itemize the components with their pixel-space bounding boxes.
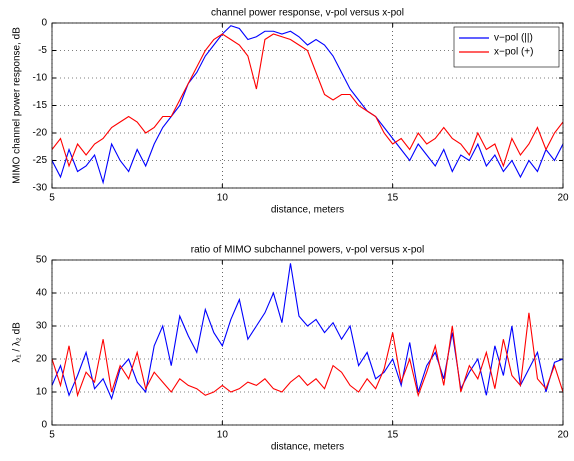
legend-label: v−pol (||) <box>494 33 533 44</box>
data-line <box>52 25 563 185</box>
y-tick-label: 0 <box>41 18 47 29</box>
x-tick-label: 10 <box>217 430 229 441</box>
y-tick-label: 0 <box>41 420 47 431</box>
x-tick-label: 5 <box>49 430 55 441</box>
chart-title: ratio of MIMO subchannel powers, v-pol v… <box>191 245 424 256</box>
y-tick-label: -30 <box>33 183 48 194</box>
x-tick-label: 10 <box>217 193 229 204</box>
chart-title: channel power response, v-pol versus x-p… <box>211 8 404 19</box>
data-line <box>52 312 563 398</box>
data-line <box>52 33 563 168</box>
x-axis-label: distance, meters <box>271 205 344 216</box>
x-tick-label: 5 <box>49 193 55 204</box>
axes-frame <box>51 22 564 189</box>
axes: 5 10 15 20 0 10 20 30 40 50 ratio of MIMO subchann… <box>12 245 569 453</box>
x-tick-label: 15 <box>387 430 399 441</box>
y-tick-label: -10 <box>33 73 48 84</box>
x-tick-label: 15 <box>387 193 399 204</box>
x-tick-label: 20 <box>557 430 569 441</box>
y-tick-label: 10 <box>36 387 48 398</box>
y-tick-label: 20 <box>36 354 48 365</box>
data-line <box>52 263 563 401</box>
y-tick-label: -20 <box>33 128 48 139</box>
legend-label: x−pol (+) <box>494 47 533 58</box>
axes: 5 10 15 20 -30 -25 -20 -15 -10 -5 0 channel power r… <box>12 8 569 216</box>
y-axis-label: λ₁ / λ₂ dB <box>12 322 23 363</box>
y-tick-label: 30 <box>36 321 48 332</box>
axes-frame <box>51 259 564 426</box>
x-axis-label: distance, meters <box>271 442 344 453</box>
y-tick-label: 50 <box>36 255 48 266</box>
y-tick-label: -25 <box>33 155 48 166</box>
y-axis-label: MIMO channel power response, dB <box>12 27 23 184</box>
legend-box <box>453 26 560 68</box>
x-tick-label: 20 <box>557 193 569 204</box>
y-tick-label: 40 <box>36 288 48 299</box>
plot-area <box>52 260 563 425</box>
y-tick-label: -15 <box>33 100 48 111</box>
y-tick-label: -5 <box>38 45 47 56</box>
